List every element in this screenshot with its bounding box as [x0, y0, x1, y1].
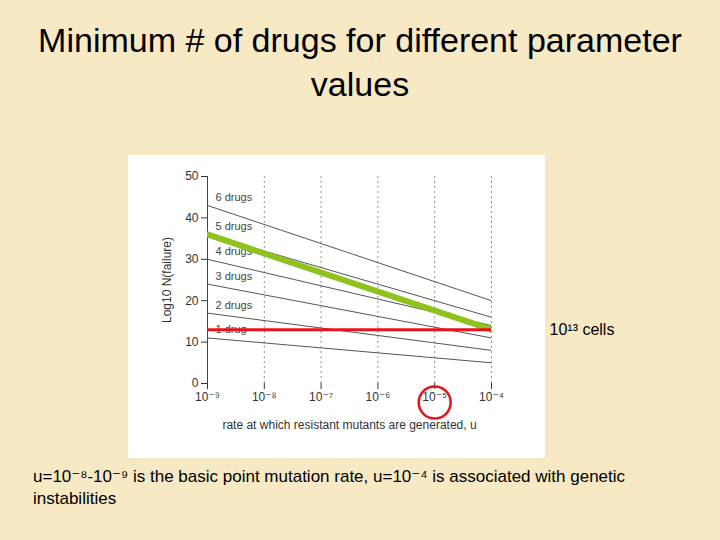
svg-text:50: 50	[185, 169, 199, 183]
svg-text:10¹³ cells: 10¹³ cells	[550, 321, 615, 338]
svg-text:0: 0	[192, 376, 199, 390]
svg-text:5 drugs: 5 drugs	[216, 220, 253, 232]
svg-text:10: 10	[185, 335, 199, 349]
svg-text:10⁻⁵: 10⁻⁵	[422, 390, 447, 404]
svg-text:40: 40	[185, 211, 199, 225]
svg-text:3 drugs: 3 drugs	[216, 270, 253, 282]
svg-text:20: 20	[185, 294, 199, 308]
svg-text:4 drugs: 4 drugs	[215, 244, 253, 257]
svg-text:1 drug: 1 drug	[215, 323, 247, 336]
svg-text:30: 30	[185, 252, 199, 266]
html-text:Minimum # of drugs for differe: Minimum # of drugs for different paramet…	[38, 21, 682, 103]
svg-text:Log10 N(failure): Log10 N(failure)	[160, 237, 174, 323]
svg-text:10⁻⁴: 10⁻⁴	[479, 390, 504, 404]
html-text:u=10⁻⁸-10⁻⁹ is the basic point: u=10⁻⁸-10⁻⁹ is the basic point mutation …	[33, 467, 626, 508]
svg-text:10⁻⁹: 10⁻⁹	[195, 390, 220, 404]
svg-text:rate at which resistant mutant: rate at which resistant mutants are gene…	[222, 418, 476, 432]
svg-text:10⁻⁷: 10⁻⁷	[309, 390, 333, 404]
svg-text:6 drugs: 6 drugs	[216, 191, 253, 203]
svg-text:10⁻⁶: 10⁻⁶	[366, 390, 391, 404]
svg-text:10⁻⁸: 10⁻⁸	[252, 390, 277, 404]
svg-text:2 drugs: 2 drugs	[216, 299, 253, 311]
